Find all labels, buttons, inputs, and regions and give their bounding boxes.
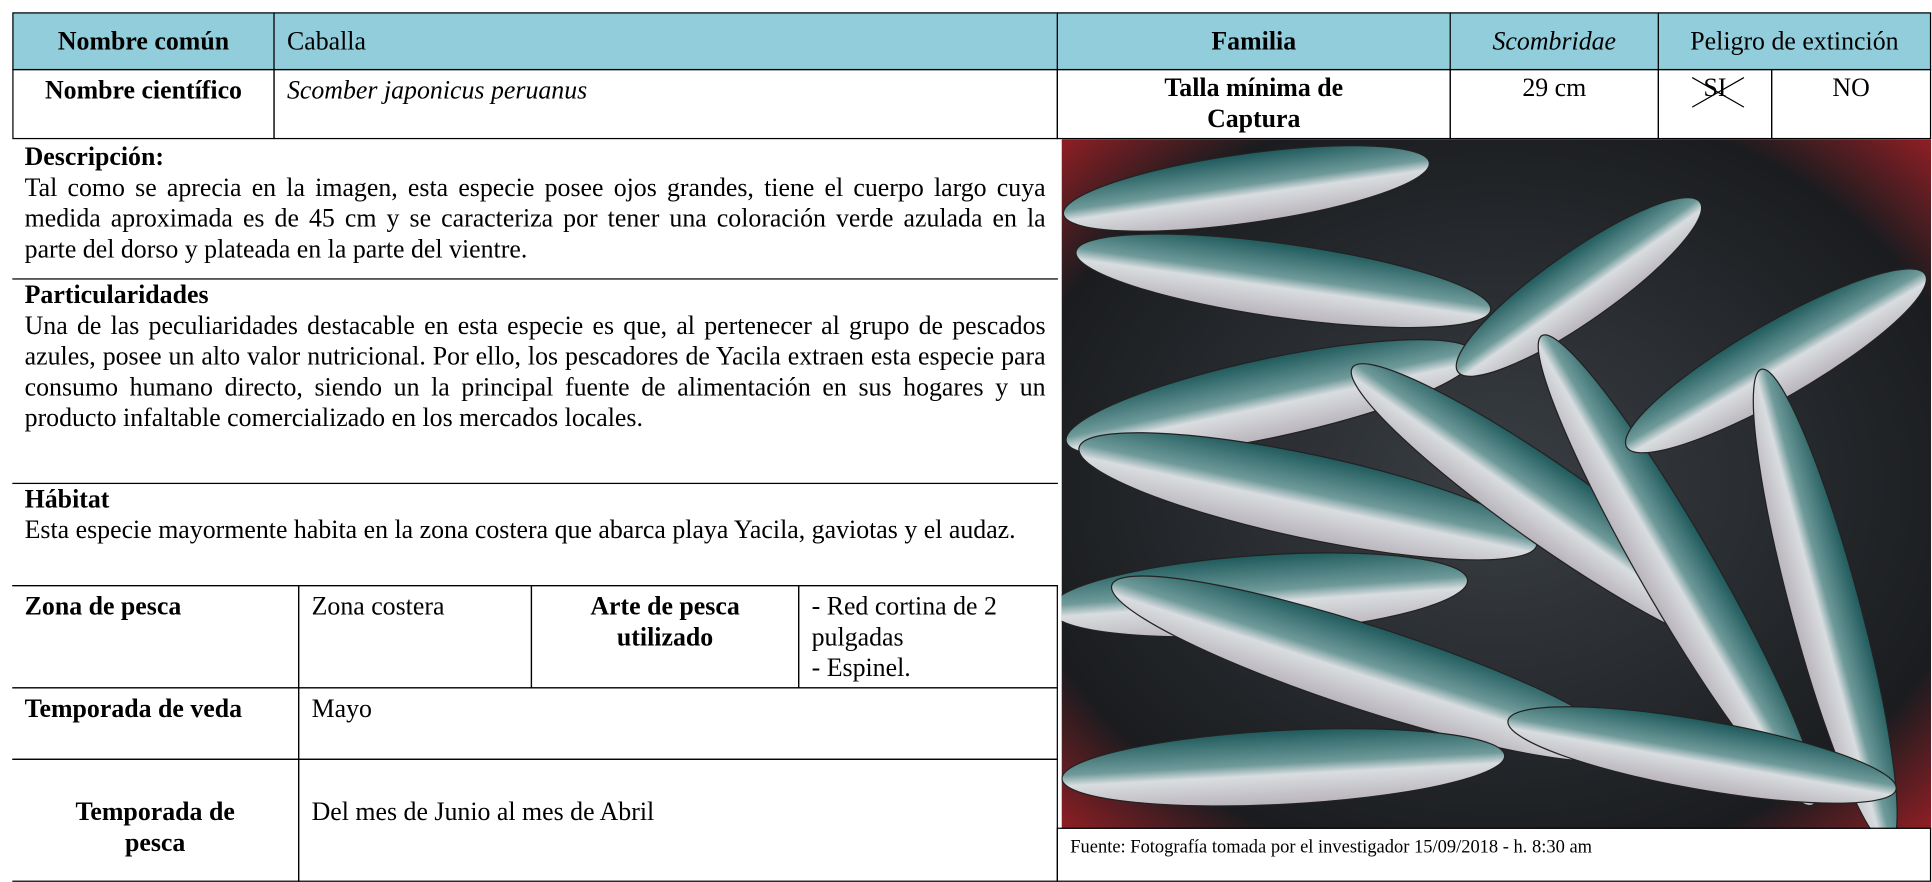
- section: Hábitat Esta especie mayormente habita en…: [12, 484, 1058, 587]
- option-no: NO: [1771, 68, 1932, 140]
- option-si: SI: [1657, 68, 1773, 140]
- label: Arte de pesca utilizado: [530, 585, 800, 689]
- value: 29 cm: [1449, 68, 1659, 140]
- label: Nombre científico: [12, 68, 275, 140]
- section-title: Hábitat: [24, 484, 110, 514]
- value: Zona costera: [298, 585, 533, 689]
- section-title: Descripción:: [24, 141, 164, 172]
- label: Temporada de veda: [12, 687, 300, 760]
- list-item: - Red cortina de 2 pulgadas: [811, 591, 997, 652]
- label: Temporada de pesca: [12, 758, 300, 882]
- value: Scomber japonicus peruanus: [273, 68, 1058, 140]
- value: Mayo: [298, 687, 1058, 760]
- section-text: Una de las peculiaridades destacable en …: [24, 310, 1046, 433]
- section-title: Particularidades: [24, 279, 209, 310]
- label: Talla mínima de Captura: [1056, 68, 1451, 140]
- value-list: - Red cortina de 2 pulgadas - Espinel.: [798, 585, 1058, 689]
- section: Descripción: Tal como se aprecia en la im…: [12, 142, 1058, 280]
- list-item: - Espinel.: [811, 652, 911, 683]
- label: Peligro de extinción: [1657, 12, 1932, 71]
- label: Nombre común: [12, 12, 275, 71]
- option-text: SI: [1703, 72, 1727, 103]
- value: Del mes de Junio al mes de Abril: [298, 758, 1058, 882]
- value: Scombridae: [1449, 12, 1659, 71]
- section-text: Tal como se aprecia en la imagen, esta e…: [24, 172, 1046, 264]
- value: Caballa: [273, 12, 1058, 71]
- label: Familia: [1056, 12, 1451, 71]
- label: Zona de pesca: [12, 585, 300, 689]
- cross: [1691, 77, 1745, 108]
- photo: [1061, 139, 1932, 829]
- section-text: Esta especie mayormente habita en la zon…: [24, 514, 1016, 545]
- section: Particularidades Una de las peculiaridade…: [12, 279, 1058, 485]
